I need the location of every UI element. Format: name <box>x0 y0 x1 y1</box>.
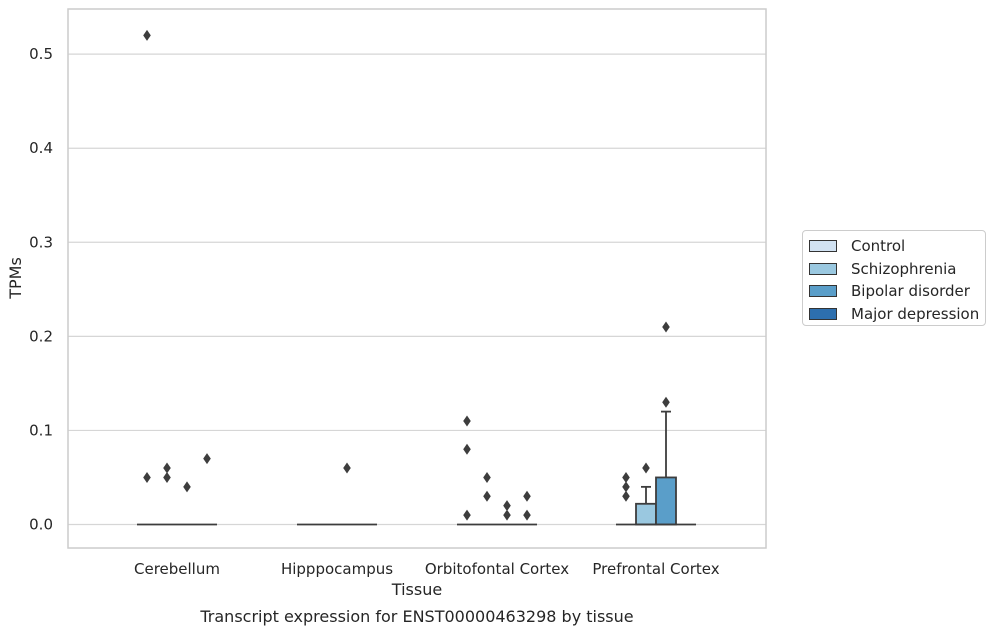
legend-label: Schizophrenia <box>851 259 957 278</box>
outlier-point <box>343 462 351 474</box>
x-tick-label: Hipppocampus <box>281 560 393 578</box>
y-tick-labels: 0.0 0.1 0.2 0.3 0.4 0.5 <box>29 45 53 533</box>
outlier-point <box>503 500 511 512</box>
legend-label: Bipolar disorder <box>851 282 970 301</box>
x-tick-labels: Cerebellum Hipppocampus Orbitofontal Corte… <box>134 560 720 578</box>
outlier-point <box>463 443 471 455</box>
grid-lines <box>68 53 766 526</box>
outlier-point <box>203 453 211 465</box>
x-tick-label: Orbitofontal Cortex <box>425 560 569 578</box>
outlier-point <box>163 471 171 483</box>
outlier-point <box>143 29 151 41</box>
y-tick-label: 0.4 <box>29 139 53 157</box>
y-tick-label: 0.0 <box>29 515 53 533</box>
outlier-point <box>662 321 670 333</box>
outlier-point <box>642 462 650 474</box>
outlier-point <box>483 471 491 483</box>
legend-label: Control <box>851 237 906 256</box>
outlier-point <box>163 462 171 474</box>
box <box>655 476 677 526</box>
outliers <box>143 29 670 521</box>
outlier-point <box>143 471 151 483</box>
plot-frame <box>67 8 767 549</box>
x-axis-label: Tissue <box>391 580 442 599</box>
outlier-point <box>183 481 191 493</box>
legend-item-bipolar-disorder: Bipolar disorder <box>809 280 985 303</box>
y-tick-label: 0.2 <box>29 327 53 345</box>
y-tick-label: 0.1 <box>29 421 53 439</box>
legend-item-control: Control <box>809 235 985 258</box>
legend-swatch <box>809 240 837 253</box>
outlier-point <box>483 490 491 502</box>
legend-item-schizophrenia: Schizophrenia <box>809 258 985 281</box>
boxes <box>137 410 696 526</box>
outlier-point <box>622 490 630 502</box>
legend-swatch <box>809 285 837 298</box>
legend-swatch <box>809 307 837 320</box>
x-tick-label: Cerebellum <box>134 560 220 578</box>
outlier-point <box>622 471 630 483</box>
chart-title: Transcript expression for ENST0000046329… <box>199 607 633 626</box>
y-axis-label: TPMs <box>6 257 25 300</box>
y-tick-label: 0.3 <box>29 233 53 251</box>
outlier-point <box>622 481 630 493</box>
outlier-point <box>463 509 471 521</box>
outlier-point <box>662 396 670 408</box>
legend-label: Major depression <box>851 304 980 323</box>
outlier-point <box>463 415 471 427</box>
outlier-point <box>523 490 531 502</box>
y-tick-label: 0.5 <box>29 45 53 63</box>
legend-item-major-depression: Major depression <box>809 303 985 326</box>
legend-swatch <box>809 262 837 275</box>
outlier-point <box>503 509 511 521</box>
outlier-point <box>523 509 531 521</box>
x-tick-label: Prefrontal Cortex <box>592 560 719 578</box>
legend: Control Schizophrenia Bipolar disorder M… <box>802 230 986 326</box>
box <box>635 502 657 526</box>
